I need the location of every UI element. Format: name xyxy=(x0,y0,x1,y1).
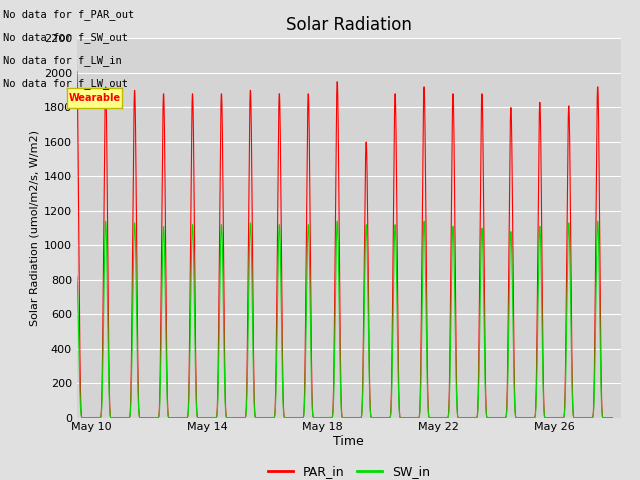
Text: No data for f_PAR_out: No data for f_PAR_out xyxy=(3,9,134,20)
Legend: PAR_in, SW_in: PAR_in, SW_in xyxy=(263,460,435,480)
Title: Solar Radiation: Solar Radiation xyxy=(286,16,412,34)
Text: No data for f_LW_out: No data for f_LW_out xyxy=(3,78,128,89)
X-axis label: Time: Time xyxy=(333,435,364,448)
Text: No data for f_SW_out: No data for f_SW_out xyxy=(3,32,128,43)
Text: Wearable: Wearable xyxy=(68,93,120,103)
Y-axis label: Solar Radiation (umol/m2/s, W/m2): Solar Radiation (umol/m2/s, W/m2) xyxy=(29,130,40,326)
Text: No data for f_LW_in: No data for f_LW_in xyxy=(3,55,122,66)
